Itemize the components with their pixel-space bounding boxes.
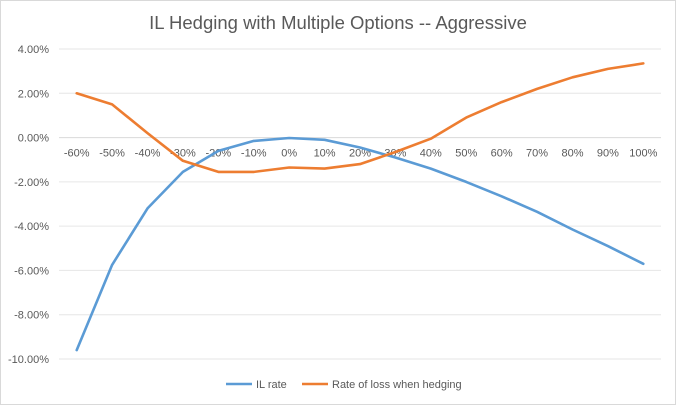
x-tick-label: 20% — [349, 148, 371, 160]
gridlines — [59, 48, 661, 360]
x-tick-label: -50% — [99, 148, 125, 160]
x-tick-label: 100% — [629, 148, 657, 160]
chart-title: IL Hedging with Multiple Options -- Aggr… — [149, 12, 527, 33]
x-tick-label: 80% — [561, 148, 583, 160]
x-tick-label: 90% — [597, 148, 619, 160]
x-tick-label: -60% — [64, 148, 90, 160]
y-tick-label: -8.00% — [14, 310, 49, 322]
x-tick-label: -10% — [241, 148, 267, 160]
y-tick-label: 0.00% — [18, 133, 49, 145]
series-lines — [75, 62, 645, 352]
x-axis-tick-labels: -60% -50% -40% -30% -20% -10% 0% 10% 20% 30% 40% 50… — [64, 148, 658, 160]
y-tick-label: 4.00% — [18, 44, 49, 56]
y-tick-label: -6.00% — [14, 265, 49, 277]
x-tick-label: 40% — [420, 148, 442, 160]
y-tick-label: -2.00% — [14, 177, 49, 189]
x-tick-label: 0% — [281, 148, 297, 160]
legend-label-il-rate: IL rate — [256, 379, 287, 391]
x-tick-label: 50% — [455, 148, 477, 160]
y-tick-label: -4.00% — [14, 221, 49, 233]
x-tick-label: -20% — [206, 148, 232, 160]
y-tick-label: 2.00% — [18, 88, 49, 100]
y-tick-label: -10.00% — [8, 354, 49, 366]
legend-label-rate-of-loss: Rate of loss when hedging — [332, 379, 462, 391]
x-tick-label: 10% — [314, 148, 336, 160]
series-line-rate-of-loss — [75, 62, 645, 174]
y-axis-tick-labels: 4.00% 2.00% 0.00% -2.00% -4.00% -6.00% -8.00% -… — [8, 44, 49, 366]
x-tick-label: -40% — [135, 148, 161, 160]
x-tick-label: 60% — [491, 148, 513, 160]
series-line-il-rate — [75, 136, 645, 352]
legend: IL rate Rate of loss when hedging — [226, 379, 462, 391]
x-tick-label: 70% — [526, 148, 548, 160]
